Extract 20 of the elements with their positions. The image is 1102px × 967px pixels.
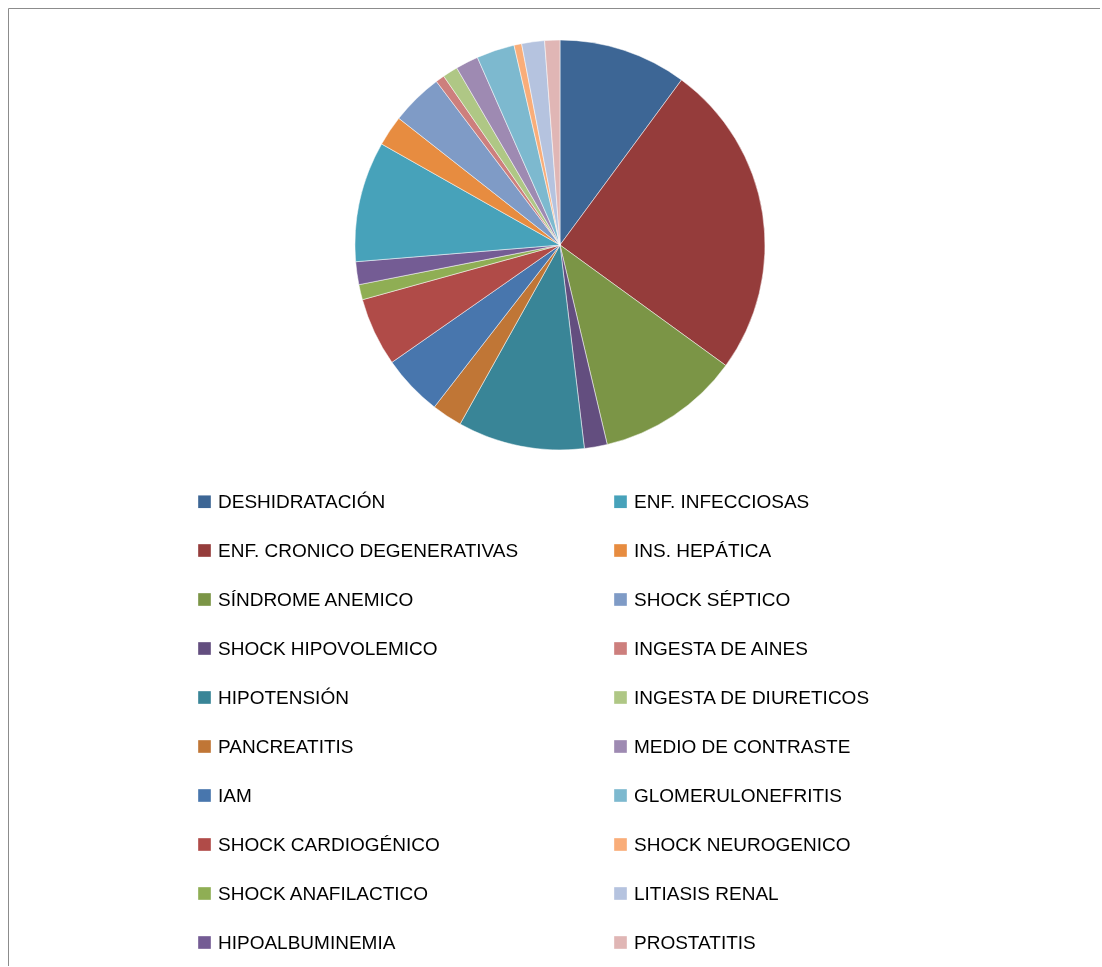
legend-label: SHOCK NEUROGENICO [634, 833, 851, 855]
legend-label: SHOCK SÉPTICO [634, 588, 791, 610]
legend-label: DESHIDRATACIÓN [218, 490, 386, 512]
legend-label: ENF. CRONICO DEGENERATIVAS [218, 539, 519, 561]
legend-label: INGESTA DE DIURETICOS [634, 686, 870, 708]
legend-label: INS. HEPÁTICA [634, 539, 772, 561]
legend-label: SHOCK ANAFILACTICO [218, 882, 429, 904]
legend-label: ENF. INFECCIOSAS [634, 490, 810, 512]
legend-label: PANCREATITIS [218, 735, 354, 757]
legend-label: HIPOALBUMINEMIA [218, 931, 396, 953]
legend-label: HIPOTENSIÓN [218, 686, 349, 708]
legend-label: MEDIO DE CONTRASTE [634, 735, 851, 757]
legend-label: SÍNDROME ANEMICO [218, 588, 414, 610]
legend-label: PROSTATITIS [634, 931, 756, 953]
legend-label: INGESTA DE AINES [634, 637, 808, 659]
legend-label: SHOCK HIPOVOLEMICO [218, 637, 438, 659]
legend-label: LITIASIS RENAL [634, 882, 779, 904]
legend-label: GLOMERULONEFRITIS [634, 784, 842, 806]
legend-label: IAM [218, 784, 252, 806]
legend-label: SHOCK CARDIOGÉNICO [218, 833, 440, 855]
